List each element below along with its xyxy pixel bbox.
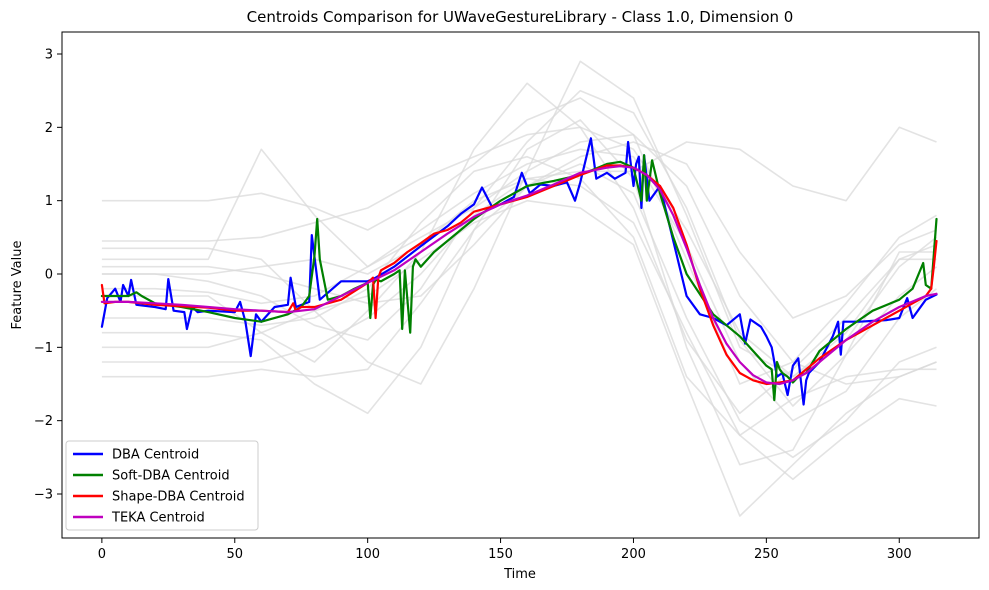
x-tick-label: 250	[754, 547, 779, 562]
legend-box	[65, 440, 259, 531]
background-series-line-14	[101, 199, 937, 517]
background-series-line-12	[101, 82, 937, 415]
x-tick-label: 0	[98, 547, 106, 562]
chart-title: Centroids Comparison for UWaveGestureLib…	[247, 8, 794, 26]
x-tick-label: 150	[488, 547, 513, 562]
background-series-line-3	[101, 148, 937, 422]
y-axis: −3 −2 −1 0 1 2 3	[34, 48, 62, 503]
legend-label: Soft-DBA Centroid	[112, 469, 230, 484]
x-tick-label: 50	[226, 547, 243, 562]
legend-label: DBA Centroid	[112, 448, 199, 463]
series-line-soft-dba-centroid	[100, 154, 938, 402]
y-tick-label: 0	[45, 268, 53, 283]
background-series-line-10	[101, 155, 937, 437]
y-tick-label: −3	[34, 488, 53, 503]
x-tick-label: 100	[355, 547, 380, 562]
plot-area-frame	[61, 31, 980, 539]
legend: DBA Centroid Soft-DBA Centroid Shape-DBA C…	[65, 440, 259, 531]
series-line-teka-centroid	[100, 165, 938, 386]
background-series-line-1	[101, 97, 937, 385]
legend-label: TEKA Centroid	[111, 511, 205, 526]
background-series-line-13	[101, 126, 937, 275]
y-tick-label: 2	[45, 121, 53, 136]
x-tick-label: 300	[887, 547, 912, 562]
y-tick-label: −2	[34, 414, 53, 429]
centroid-series-group	[100, 137, 938, 406]
x-axis: 0 50 100 150 200 250 300	[98, 538, 912, 562]
x-axis-label: Time	[503, 567, 536, 582]
y-tick-label: 1	[45, 194, 53, 209]
y-tick-label: 3	[45, 48, 53, 63]
background-series-line-9	[101, 60, 937, 385]
y-axis-label: Feature Value	[10, 241, 25, 330]
y-tick-label: −1	[34, 341, 53, 356]
background-series-line-7	[101, 89, 937, 407]
legend-label: Shape-DBA Centroid	[112, 490, 245, 505]
x-tick-label: 200	[621, 547, 646, 562]
